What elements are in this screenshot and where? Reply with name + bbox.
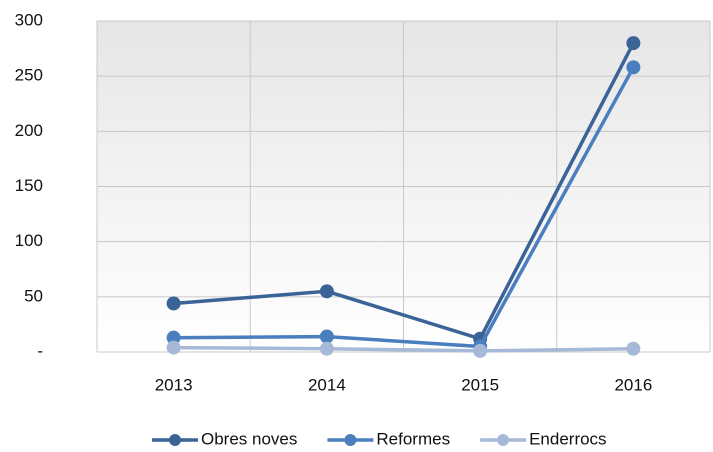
series-line xyxy=(173,345,634,353)
legend-marker xyxy=(344,434,357,446)
y-tick-label: - xyxy=(37,341,43,360)
series-line xyxy=(173,66,635,349)
y-tick-label: 150 xyxy=(15,176,43,195)
legend-label: Reformes xyxy=(376,429,450,448)
x-tick-label: 2016 xyxy=(614,375,652,394)
data-point xyxy=(166,340,181,355)
data-point xyxy=(319,329,334,344)
data-point xyxy=(626,60,641,75)
data-point xyxy=(626,36,641,51)
y-tick-label: 50 xyxy=(24,286,43,305)
legend-marker xyxy=(497,434,510,446)
x-tick-label: 2013 xyxy=(155,375,193,394)
data-point xyxy=(319,284,334,299)
data-point xyxy=(319,341,334,356)
data-point xyxy=(166,330,181,345)
legend-label: Obres noves xyxy=(201,429,297,448)
data-point xyxy=(473,343,488,358)
data-point xyxy=(166,296,181,311)
y-tick-label: 200 xyxy=(15,121,43,140)
series-line xyxy=(173,42,635,341)
legend-label: Enderrocs xyxy=(529,429,606,448)
x-tick-label: 2014 xyxy=(308,375,346,394)
y-tick-label: 100 xyxy=(15,231,43,250)
y-tick-label: 250 xyxy=(15,66,43,85)
data-point xyxy=(626,341,641,356)
x-tick-label: 2015 xyxy=(461,375,499,394)
legend-marker xyxy=(169,434,181,446)
y-tick-label: 300 xyxy=(15,10,43,29)
